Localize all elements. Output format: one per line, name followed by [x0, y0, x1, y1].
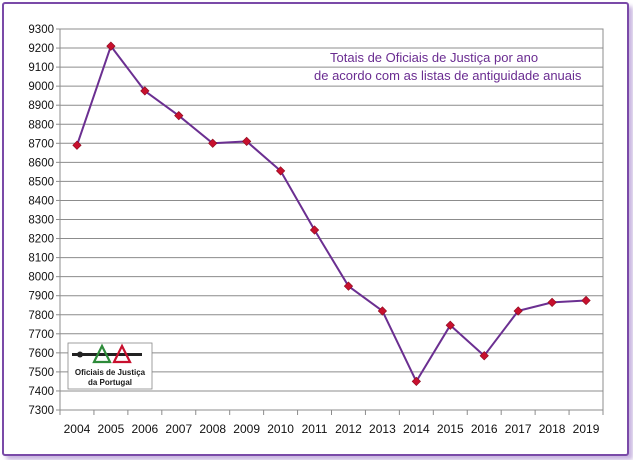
logo-text-1: Oficiais de Justiça — [75, 368, 146, 377]
y-tick-label: 8000 — [28, 272, 54, 284]
y-tick-label: 7800 — [28, 310, 54, 322]
data-point-2004 — [72, 140, 82, 150]
y-tick-label: 7400 — [28, 386, 54, 398]
data-point-2016 — [479, 351, 489, 361]
x-tick-label: 2018 — [539, 422, 566, 436]
y-tick-label: 8900 — [28, 100, 54, 112]
data-point-2006 — [140, 86, 150, 96]
x-tick-label: 2011 — [302, 422, 328, 436]
data-point-2012 — [343, 281, 354, 291]
y-tick-label: 9200 — [28, 43, 54, 55]
y-tick-label: 9100 — [28, 62, 54, 74]
y-tick-label: 8500 — [28, 176, 54, 188]
x-tick-label: 2005 — [98, 422, 125, 436]
y-axis-ticks: 7300 7400 7500 7600 7700 7800 7900 8000 8100 8200… — [28, 24, 60, 417]
x-tick-label: 2004 — [64, 422, 91, 436]
data-point-2015 — [445, 320, 455, 330]
series-line — [76, 45, 587, 383]
y-tick-label: 7700 — [28, 329, 54, 341]
y-tick-label: 7300 — [28, 405, 54, 417]
x-tick-label: 2006 — [131, 422, 158, 436]
x-tick-label: 2017 — [505, 422, 532, 436]
y-tick-label: 9000 — [28, 81, 54, 93]
x-tick-label: 2014 — [403, 422, 430, 436]
x-tick-label: 2013 — [369, 422, 396, 436]
y-tick-label: 8100 — [28, 253, 54, 265]
x-tick-label: 2008 — [199, 422, 226, 436]
data-point-2013 — [377, 306, 388, 316]
data-point-2010 — [275, 166, 286, 176]
x-axis-ticks: 2004 2005 2006 2007 2008 2009 2010 2011 2012 2013… — [59, 410, 604, 436]
logo-text-2: da Portugal — [88, 378, 132, 387]
y-tick-label: 7500 — [28, 367, 54, 379]
logo-hilt-icon — [77, 351, 83, 358]
logo-box — [67, 342, 153, 390]
x-tick-label: 2015 — [437, 422, 464, 436]
y-tick-label: 7900 — [28, 291, 54, 303]
y-tick-label: 8400 — [28, 195, 54, 207]
data-point-2019 — [581, 295, 591, 306]
title-line-1: Totais de Oficiais de Justiça por ano — [330, 50, 538, 65]
chart-title: Totais de Oficiais de Justiça por ano de… — [314, 50, 582, 83]
gridlines — [60, 28, 603, 411]
y-tick-label: 8800 — [28, 119, 54, 131]
data-point-2018 — [547, 297, 557, 307]
logo: Oficiais de Justiça da Portugal — [67, 342, 153, 390]
logo-green-triangle-icon — [92, 343, 112, 364]
y-tick-label: 8200 — [28, 234, 54, 246]
data-point-2017 — [513, 306, 523, 316]
data-point-2008 — [208, 138, 218, 148]
x-tick-label: 2010 — [267, 422, 294, 436]
x-tick-label: 2019 — [573, 422, 600, 436]
title-line-2: de acordo com as listas de antiguidade a… — [314, 68, 582, 83]
x-tick-label: 2007 — [165, 422, 192, 436]
x-tick-label: 2016 — [471, 422, 498, 436]
data-point-2009 — [242, 136, 252, 147]
data-point-2014 — [411, 376, 421, 387]
x-tick-label: 2012 — [335, 422, 362, 436]
series-line-group — [76, 45, 587, 383]
y-tick-label: 9300 — [28, 24, 54, 36]
series-markers — [72, 41, 591, 387]
data-point-2011 — [309, 225, 320, 235]
data-point-2007 — [174, 111, 184, 121]
y-tick-label: 7600 — [28, 348, 54, 360]
y-tick-label: 8300 — [28, 215, 54, 227]
x-tick-label: 2009 — [233, 422, 260, 436]
data-point-2005 — [106, 41, 116, 51]
logo-red-triangle-icon — [112, 343, 132, 364]
y-tick-label: 8700 — [28, 138, 54, 150]
y-tick-label: 8600 — [28, 157, 54, 169]
